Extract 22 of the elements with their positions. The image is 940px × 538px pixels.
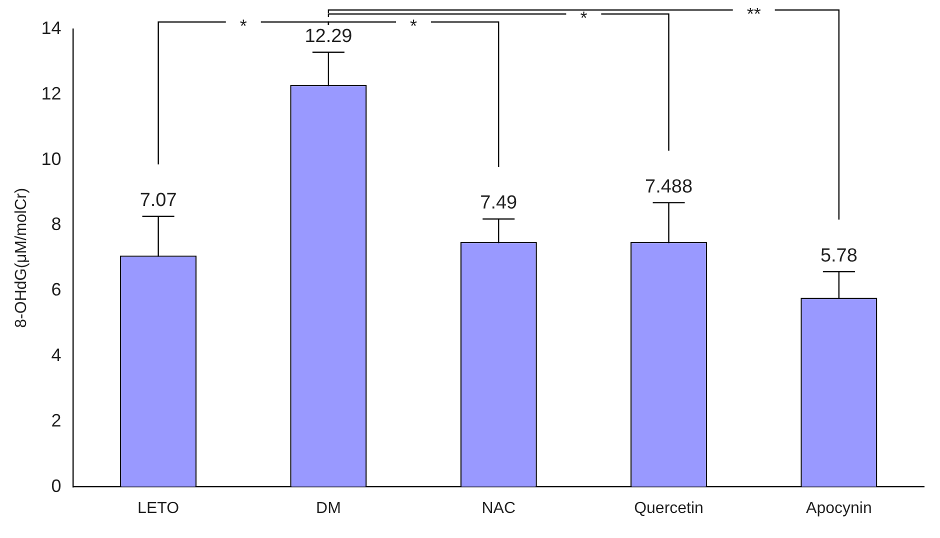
x-tick-label: DM <box>316 500 341 517</box>
y-axis-title: 8-OHdG(μM/molCr) <box>13 188 30 328</box>
y-tick-label: 14 <box>41 18 62 38</box>
y-tick-label: 4 <box>51 344 62 365</box>
x-tick-label: NAC <box>482 500 516 517</box>
annotation: * <box>240 16 247 36</box>
data-label: 7.488 <box>644 176 693 198</box>
data-label: 12.29 <box>304 26 352 47</box>
y-tick-label: 8 <box>51 214 62 234</box>
y-tick-label: 0 <box>51 476 62 496</box>
x-tick-label: LETO <box>138 500 180 517</box>
y-tick-label: 12 <box>41 83 62 104</box>
y-tick-label: 2 <box>51 410 62 430</box>
data-label: 5.78 <box>820 245 858 266</box>
x-tick-label: Quercetin <box>634 500 704 517</box>
y-tick-label: 6 <box>51 280 62 300</box>
text: * <box>580 8 588 28</box>
data-label: 7.07 <box>140 190 177 212</box>
y-tick-label: 10 <box>41 148 62 169</box>
x-tick-label: Apocynin <box>806 500 872 517</box>
annotation: * <box>410 16 418 36</box>
data-label: 7.49 <box>480 192 518 214</box>
